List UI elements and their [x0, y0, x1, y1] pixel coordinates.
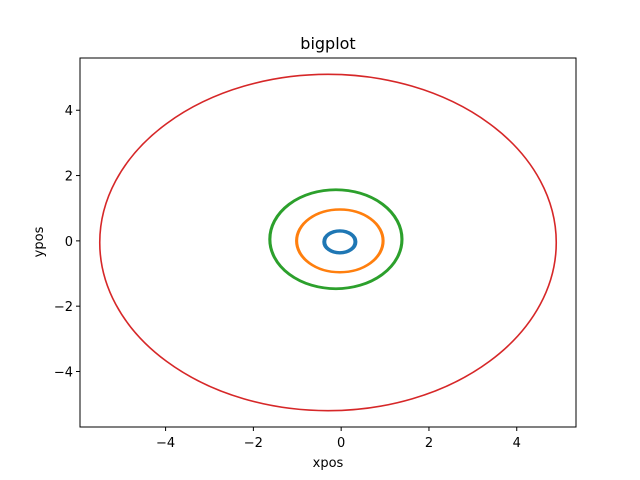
y-tick-label: −2 — [54, 300, 73, 315]
plot-area — [98, 73, 558, 412]
x-tick-label: 2 — [425, 436, 433, 451]
series-3-orbit-2 — [269, 189, 403, 290]
x-tick-label: −2 — [244, 436, 263, 451]
y-axis: −4 −2 0 2 4 — [54, 104, 80, 380]
y-axis-label: ypos — [32, 226, 47, 257]
x-tick-label: 4 — [513, 436, 521, 451]
x-axis: −4 −2 0 2 4 — [156, 427, 521, 451]
series-1-orbit-3 — [323, 229, 357, 254]
series-2-orbit-2 — [296, 208, 384, 273]
y-tick-label: 4 — [65, 104, 73, 119]
chart-title: bigplot — [300, 34, 355, 53]
series-1-orbit-1 — [324, 230, 356, 253]
y-tick-label: 0 — [65, 235, 73, 250]
y-tick-label: −4 — [54, 365, 73, 380]
y-tick-label: 2 — [65, 170, 73, 185]
x-tick-label: −4 — [156, 436, 175, 451]
series-3-orbit-1 — [268, 188, 404, 291]
x-axis-label: xpos — [313, 456, 344, 471]
x-tick-label: 0 — [337, 436, 345, 451]
plot-frame — [79, 57, 577, 428]
series-4-orbit-1 — [98, 73, 558, 412]
